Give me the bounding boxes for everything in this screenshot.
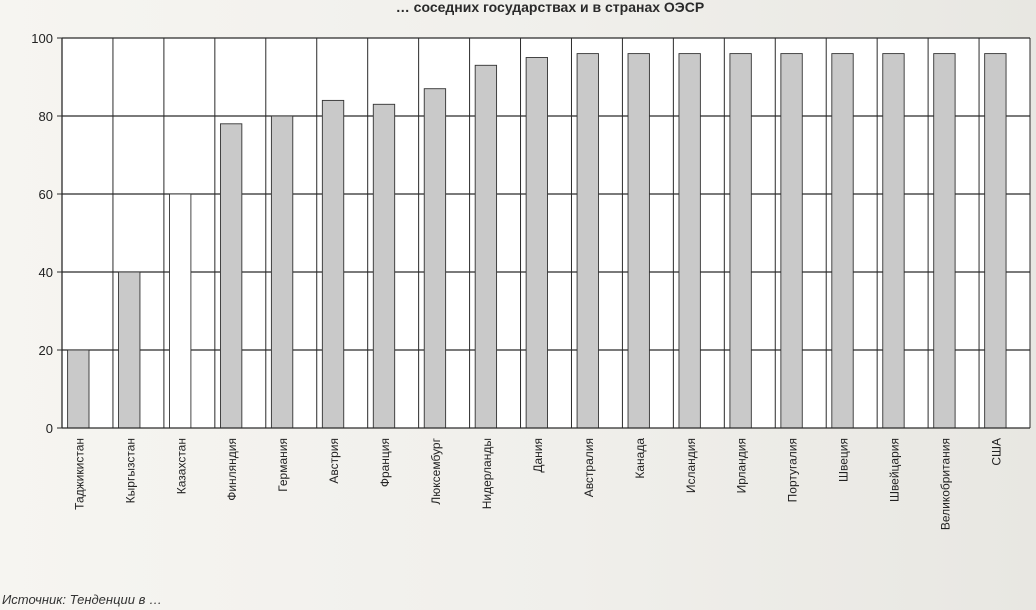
bar-1 bbox=[67, 349, 90, 429]
category-label-3: Казахстан bbox=[174, 438, 188, 494]
category-label-4: Финляндия bbox=[225, 438, 239, 501]
category-label-10: Дания bbox=[531, 438, 545, 473]
category-label-13: Исландия bbox=[684, 438, 698, 493]
category-label-19: США bbox=[989, 438, 1003, 466]
bar-18 bbox=[933, 53, 956, 429]
category-label-2: Кыргызстан bbox=[123, 438, 137, 503]
category-label-14: Ирландия bbox=[735, 438, 749, 493]
bar-12 bbox=[627, 53, 650, 429]
category-label-16: Швеция bbox=[837, 438, 851, 482]
y-tick-label-60: 60 bbox=[39, 187, 53, 202]
bar-11 bbox=[576, 53, 599, 429]
bar-4 bbox=[219, 123, 243, 429]
bar-3 bbox=[169, 193, 192, 429]
bar-7 bbox=[372, 103, 396, 429]
category-label-5: Германия bbox=[276, 438, 290, 492]
y-tick-label-20: 20 bbox=[39, 343, 53, 358]
bar-15 bbox=[780, 53, 803, 429]
y-tick-label-0: 0 bbox=[46, 421, 53, 436]
category-label-9: Нидерланды bbox=[480, 438, 494, 509]
bar-8 bbox=[423, 88, 447, 429]
bar-13 bbox=[678, 53, 701, 429]
category-label-1: Таджикистан bbox=[72, 438, 86, 510]
category-label-6: Австрия bbox=[327, 438, 341, 484]
bar-16 bbox=[831, 53, 854, 429]
category-label-15: Португалия bbox=[786, 438, 800, 502]
category-label-17: Швейцария bbox=[888, 438, 902, 502]
source-note: Источник: Тенденции в … bbox=[2, 592, 162, 607]
y-tick-label-40: 40 bbox=[39, 265, 53, 280]
category-label-18: Великобритания bbox=[939, 438, 953, 530]
category-label-12: Канада bbox=[633, 438, 647, 479]
bar-5 bbox=[270, 115, 294, 429]
bar-2 bbox=[118, 271, 141, 429]
bar-19 bbox=[984, 53, 1007, 429]
y-tick-label-100: 100 bbox=[31, 31, 53, 46]
category-label-11: Австралия bbox=[582, 438, 596, 497]
bar-14 bbox=[729, 53, 752, 429]
bar-17 bbox=[882, 53, 905, 429]
bar-6 bbox=[321, 99, 345, 429]
category-label-7: Франция bbox=[378, 438, 392, 487]
bar-10 bbox=[525, 57, 548, 429]
y-tick-label-80: 80 bbox=[39, 109, 53, 124]
category-label-8: Люксембург bbox=[429, 437, 443, 504]
chart-title: … соседних государствах и в странах ОЭСР bbox=[395, 0, 705, 15]
bar-9 bbox=[474, 64, 498, 429]
